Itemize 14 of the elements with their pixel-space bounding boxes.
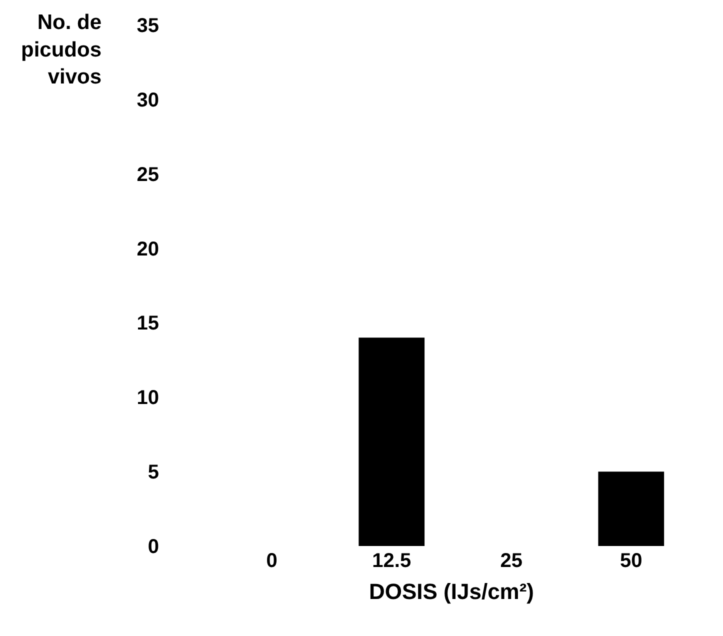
x-tick-label: 50 [620, 550, 642, 572]
x-tick-label: 0 [266, 550, 278, 572]
y-tick-label: 10 [136, 387, 159, 410]
y-axis-title: No. de picudos vivos [21, 11, 102, 89]
y-tick-label: 30 [136, 89, 159, 112]
x-tick-label: 25 [500, 550, 523, 572]
y-tick-label: 20 [136, 238, 159, 260]
y-tick-label: 15 [136, 312, 159, 335]
x-axis-title: DOSIS (IJs/cm²) [368, 578, 534, 604]
y-tick-label: 35 [136, 15, 159, 37]
x-tick-label: 12.5 [372, 550, 412, 572]
y-tick-label: 25 [136, 164, 159, 186]
y-tick-label: 5 [148, 462, 159, 484]
y-tick-label: 0 [148, 536, 159, 558]
